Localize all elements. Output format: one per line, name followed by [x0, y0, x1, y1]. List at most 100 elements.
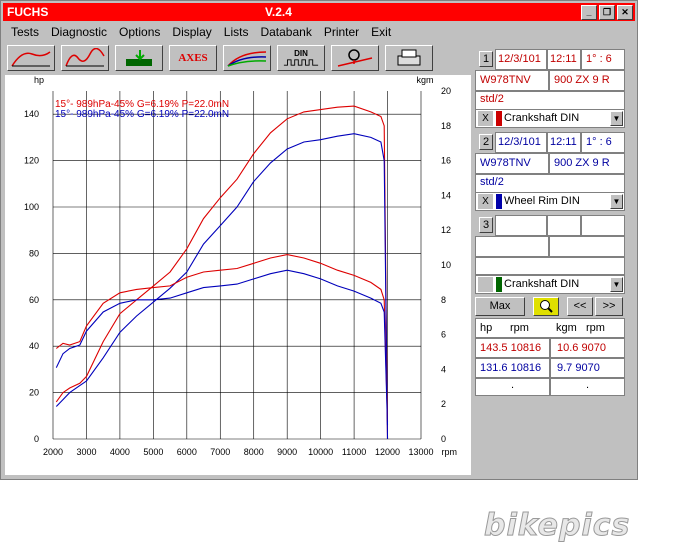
global-mode-select[interactable]: Crankshaft DIN ▼	[475, 275, 625, 294]
left-tick-label: 120	[24, 156, 39, 166]
left-tick-label: 40	[29, 341, 39, 351]
run1-standard: std/2	[475, 91, 625, 109]
x-tick-label: 10000	[308, 447, 333, 457]
x-tick-label: 8000	[244, 447, 264, 457]
run3-number[interactable]: 3	[479, 217, 493, 233]
run2-plate: W978TNV	[475, 153, 549, 174]
result-row-1-kgm: 10.6 9070	[550, 338, 625, 358]
result-row-3-hp: .	[475, 378, 550, 396]
sensor-button[interactable]	[331, 45, 379, 71]
x-tick-label: 5000	[143, 447, 163, 457]
menu-databank[interactable]: Databank	[260, 25, 312, 39]
maximize-button[interactable]: ❐	[599, 5, 615, 20]
overlay-button[interactable]	[223, 45, 271, 71]
run1-plate: W978TNV	[475, 70, 549, 91]
header-kgm: kgm	[556, 322, 577, 334]
close-button[interactable]: ✕	[617, 5, 633, 20]
magnifier-icon	[540, 300, 553, 313]
curve-icon	[11, 51, 51, 67]
run1-model: 900 ZX 9 R	[549, 70, 625, 91]
toolbar: AXES DIN	[7, 45, 433, 71]
right-tick-label: 4	[441, 364, 446, 374]
right-tick-label: 16	[441, 156, 451, 166]
menu-bar: Tests Diagnostic Options Display Lists D…	[5, 23, 397, 41]
right-tick-label: 2	[441, 399, 446, 409]
axes-button[interactable]: AXES	[169, 45, 217, 71]
left-tick-label: 140	[24, 109, 39, 119]
x-tick-label: 12000	[375, 447, 400, 457]
right-tick-label: 20	[441, 86, 451, 96]
left-tick-label: 0	[34, 434, 39, 444]
din-button[interactable]: DIN	[277, 45, 325, 71]
global-mode-label: Crankshaft DIN	[504, 278, 580, 290]
multi-curve-button[interactable]	[61, 45, 109, 71]
series-line-kgm	[55, 254, 389, 422]
right-tick-label: 12	[441, 225, 451, 235]
x-axis-unit: rpm	[442, 447, 458, 457]
x-tick-label: 6000	[177, 447, 197, 457]
run1-number[interactable]: 1	[479, 51, 493, 67]
sensor-icon	[337, 49, 373, 67]
menu-tests[interactable]: Tests	[11, 25, 40, 39]
run2-mode-select[interactable]: X Wheel Rim DIN ▼	[475, 192, 625, 211]
menu-printer[interactable]: Printer	[323, 25, 360, 39]
right-tick-label: 10	[441, 260, 451, 270]
run2-color-swatch	[496, 194, 502, 209]
header-rpm2: rpm	[586, 322, 605, 334]
multi-curve-icon	[65, 48, 105, 67]
zoom-search-button[interactable]	[533, 297, 559, 316]
run1-mode-select[interactable]: X Crankshaft DIN ▼	[475, 109, 625, 128]
run2-time: 12:11	[547, 132, 581, 153]
print-button[interactable]	[385, 45, 433, 71]
menu-lists[interactable]: Lists	[223, 25, 249, 39]
run2-mode-label: Wheel Rim DIN	[504, 195, 580, 207]
run3-time	[547, 215, 581, 236]
run1-remove-icon[interactable]: X	[478, 111, 493, 126]
run3-plate	[475, 236, 549, 257]
export-button[interactable]	[115, 45, 163, 71]
run1-ratio: 1° : 6	[581, 49, 625, 70]
global-color-swatch	[496, 277, 502, 292]
dyno-chart-svg: 2000 3000 4000 5000 6000 7000 8000 9000 10000 110…	[24, 75, 458, 457]
menu-exit[interactable]: Exit	[371, 25, 392, 39]
left-tick-label: 60	[29, 295, 39, 305]
curve-view-button[interactable]	[7, 45, 55, 71]
right-tick-label: 14	[441, 190, 451, 200]
minimize-button[interactable]: _	[581, 5, 597, 20]
prev-button[interactable]: <<	[567, 297, 593, 316]
result-row-1-hp: 143.5 10816	[475, 338, 550, 358]
right-tick-label: 0	[441, 434, 446, 444]
run2-remove-icon[interactable]: X	[478, 194, 493, 209]
left-axis-unit: hp	[34, 75, 44, 85]
run2-date: 12/3/101	[495, 132, 547, 153]
chevron-down-icon[interactable]: ▼	[610, 194, 623, 209]
axes-label: AXES	[178, 52, 208, 64]
global-mode-blank	[478, 277, 493, 292]
run2-standard: std/2	[475, 174, 625, 192]
run2-number[interactable]: 2	[479, 134, 493, 150]
run1-color-swatch	[496, 111, 502, 126]
left-tick-label: 100	[24, 202, 39, 212]
header-rpm1: rpm	[510, 322, 529, 334]
menu-display[interactable]: Display	[172, 25, 212, 39]
chevron-down-icon[interactable]: ▼	[610, 277, 623, 292]
legend-entry: 15°- 989hPa-45% G=6.19% P=22.0mN	[55, 99, 229, 110]
result-row-2-kgm: 9.7 9070	[550, 358, 625, 378]
series-line-hp	[55, 133, 389, 440]
results-header: hp rpm kgm rpm	[475, 318, 625, 338]
chevron-down-icon[interactable]: ▼	[610, 111, 623, 126]
max-button[interactable]: Max	[475, 297, 525, 316]
x-tick-label: 13000	[408, 447, 433, 457]
app-title: FUCHS	[7, 5, 49, 19]
din-label: DIN	[294, 49, 308, 58]
menu-diagnostic[interactable]: Diagnostic	[51, 25, 108, 39]
run3-model	[549, 236, 625, 257]
x-tick-label: 3000	[76, 447, 96, 457]
legend-entry: 15°- 989hPa-45% G=6.19% P=22.0mN	[55, 109, 229, 120]
run1-time: 12:11	[547, 49, 581, 70]
series-line-hp	[55, 105, 389, 440]
next-button[interactable]: >>	[595, 297, 623, 316]
left-tick-label: 20	[29, 388, 39, 398]
menu-options[interactable]: Options	[119, 25, 161, 39]
printer-icon	[397, 49, 421, 66]
